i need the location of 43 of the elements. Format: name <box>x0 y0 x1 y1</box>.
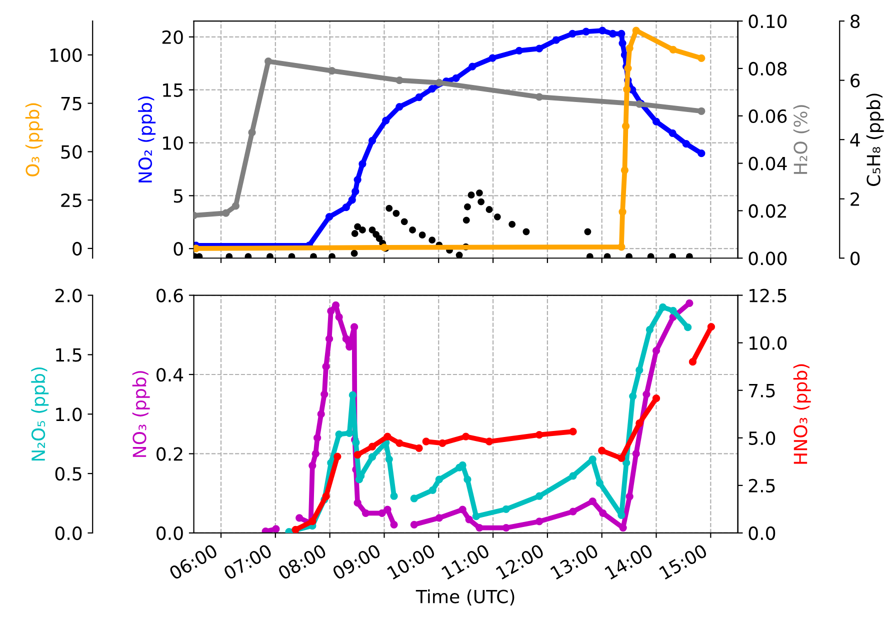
y2-tick-label: 12.5 <box>750 288 786 302</box>
y-axis-title: NO₃ (ppb) <box>132 371 150 457</box>
y3-tick-label: 8 <box>850 14 860 28</box>
y-tick-label: 50 <box>61 145 82 159</box>
y2-tick-label: 0.0 <box>748 526 776 540</box>
y2-tick-label: 5.0 <box>748 431 776 445</box>
y-tick-label: 20 <box>162 30 183 44</box>
y2-tick-label: 2.5 <box>748 478 775 493</box>
y-tick-label: 75 <box>61 96 82 110</box>
y2-axis-title: H₂O (%) <box>793 105 810 174</box>
y2-tick-label: 7.5 <box>749 384 775 398</box>
y-tick-label: 0.4 <box>156 368 184 382</box>
y-tick-label: 0 <box>174 242 183 256</box>
y2-tick-label: 0.10 <box>748 14 787 28</box>
y2-tick-label: 0.08 <box>748 62 787 76</box>
y2-tick-label: 0.00 <box>748 252 787 266</box>
y3-tick-label: 0 <box>850 252 860 266</box>
y-tick-label: 25 <box>61 194 82 208</box>
y3-axis-title: C₅H₈ (ppb) <box>866 94 884 186</box>
y3-tick-label: 2 <box>850 192 860 206</box>
y-tick-label: 0.2 <box>156 447 182 461</box>
y-tick-label: 0 <box>72 242 82 256</box>
y-tick-label: 10 <box>163 136 183 150</box>
y2-axis-title: HNO₃ (ppb) <box>793 364 811 464</box>
y-tick-label: 5 <box>174 189 183 203</box>
y-axis-title: NO₂ (ppb) <box>138 96 156 182</box>
y-axis-title: O₃ (ppb) <box>25 103 43 176</box>
y2-tick-label: 0.06 <box>748 109 787 123</box>
y3-axis-title: N₂O₅ (ppb) <box>31 367 49 461</box>
y3-tick-label: 6 <box>850 74 860 88</box>
y3-tick-label: 1.5 <box>56 348 82 362</box>
y3-tick-label: 4 <box>850 133 860 146</box>
y2-tick-label: 0.02 <box>748 204 786 218</box>
y3-tick-label: 1.0 <box>56 408 82 422</box>
y-tick-label: 15 <box>163 84 182 97</box>
y-tick-label: 100 <box>50 48 82 62</box>
y2-tick-label: 0.04 <box>748 156 787 170</box>
y3-tick-label: 2.0 <box>55 288 82 302</box>
y3-tick-label: 0.5 <box>55 466 82 481</box>
y-tick-label: 0.0 <box>156 526 183 540</box>
y2-tick-label: 10.0 <box>750 336 787 350</box>
y-tick-label: 0.6 <box>156 288 183 302</box>
x-axis-title: Time (UTC) <box>416 589 514 606</box>
